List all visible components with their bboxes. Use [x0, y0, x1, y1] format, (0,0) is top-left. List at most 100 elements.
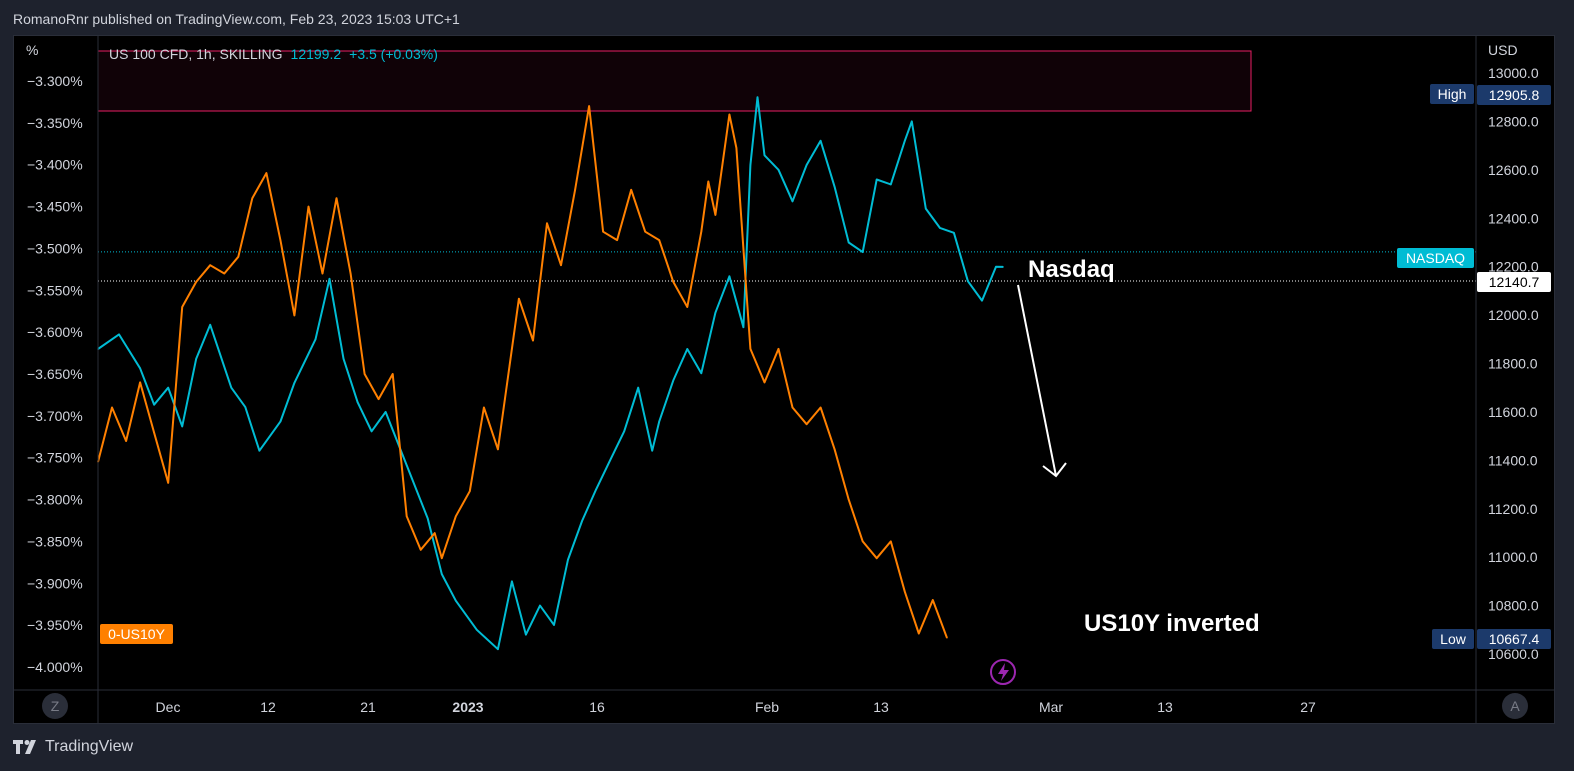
- data-point: [637, 386, 639, 389]
- data-point: [391, 373, 394, 375]
- data-point: [279, 239, 282, 241]
- right-axis-tick-label: 11600.0: [1488, 404, 1538, 420]
- right-axis-tick-label: 10800.0: [1488, 598, 1539, 614]
- x-axis-tick-label: Mar: [1039, 699, 1063, 715]
- data-point: [195, 357, 197, 360]
- left-axis-tick-label: −3.950%: [27, 617, 83, 633]
- high-label-badge: High: [1430, 84, 1474, 104]
- data-point: [911, 120, 913, 123]
- data-point: [890, 540, 892, 543]
- chart-frame[interactable]: % −3.300% −3.350% −3.400% −3.450% −3.500% −3.5…: [13, 35, 1555, 724]
- publish-info: RomanoRnr published on TradingView.com, …: [13, 11, 460, 27]
- data-point: [749, 348, 752, 350]
- x-axis-tick-label: 12: [260, 699, 276, 715]
- lightning-icon-ring: [990, 659, 1016, 685]
- data-point: [321, 272, 324, 275]
- right-axis-tick-label: 12200.0: [1488, 259, 1539, 275]
- nasdaq-tag-badge-label: NASDAQ: [1406, 250, 1465, 266]
- data-point: [749, 164, 752, 166]
- resistance-box: [97, 50, 1252, 112]
- left-axis-toggle-button[interactable]: Z: [42, 693, 68, 719]
- right-axis-tick-label: 12400.0: [1488, 210, 1539, 226]
- data-point: [875, 557, 878, 559]
- data-point: [307, 205, 310, 208]
- data-point: [293, 382, 296, 384]
- data-point: [833, 186, 836, 188]
- x-axis-tick-label: 13: [873, 699, 889, 715]
- low-label-badge-label: Low: [1440, 631, 1467, 647]
- data-point: [791, 406, 794, 409]
- left-axis-tick-label: −3.450%: [27, 199, 83, 215]
- data-point: [574, 189, 576, 191]
- data-point: [588, 105, 590, 107]
- data-point: [328, 278, 331, 280]
- us10y-tag-badge: 0-US10Y: [100, 624, 173, 644]
- right-axis-tick-label: 11000.0: [1488, 549, 1538, 565]
- x-axis-tick-label: 2023: [452, 699, 483, 715]
- data-point: [791, 200, 794, 203]
- data-point: [890, 183, 892, 186]
- left-axis-tick-label: −3.500%: [27, 240, 83, 256]
- down-arrow-head-icon: [1042, 462, 1067, 478]
- data-point: [904, 590, 906, 593]
- x-axis-tick-label: 16: [589, 699, 605, 715]
- data-point: [433, 532, 436, 534]
- x-axis[interactable]: Dec 12 21 2023 16 Feb 13 Mar 13 27 Z A: [42, 693, 1528, 719]
- data-point: [735, 147, 738, 149]
- low-value-badge-label: 10667.4: [1489, 631, 1540, 647]
- data-point: [356, 401, 359, 404]
- footer-brand-label: TradingView: [45, 738, 134, 755]
- plot-area[interactable]: [97, 50, 1476, 651]
- data-point: [139, 381, 141, 384]
- data-point: [363, 373, 366, 375]
- data-point: [405, 515, 408, 518]
- overlay: US 100 CFD, 1h, SKILLING 12199.2 +3.5 (+0.…: [14, 36, 1554, 723]
- data-point: [925, 207, 927, 210]
- data-point: [244, 406, 247, 408]
- data-point: [314, 338, 317, 341]
- chart-svg[interactable]: % −3.300% −3.350% −3.400% −3.450% −3.500% −3.5…: [14, 36, 1554, 723]
- data-point: [265, 172, 268, 174]
- data-point: [279, 420, 282, 423]
- data-point: [805, 164, 808, 166]
- data-point: [525, 633, 527, 636]
- low-label-badge: Low: [1432, 629, 1474, 649]
- data-point: [153, 431, 155, 434]
- data-point: [560, 264, 562, 266]
- data-point: [946, 636, 948, 639]
- data-point: [644, 230, 646, 233]
- data-point: [511, 580, 513, 583]
- footer-brand[interactable]: TradingView: [13, 738, 133, 756]
- data-point: [714, 311, 717, 314]
- left-axis-tick-label: −3.550%: [27, 282, 83, 298]
- lightning-icon[interactable]: [990, 659, 1016, 685]
- auto-scale-button[interactable]: A: [1502, 693, 1528, 719]
- data-point: [469, 490, 471, 493]
- data-point: [651, 449, 653, 452]
- data-point: [230, 386, 233, 389]
- data-point: [700, 230, 703, 233]
- data-point: [349, 272, 352, 275]
- right-axis-tick-label: 11200.0: [1488, 501, 1538, 517]
- right-axis-tick-label: 12800.0: [1488, 113, 1539, 129]
- right-axis[interactable]: USD13000.012800.012600.012400.012200.012…: [1488, 42, 1539, 662]
- data-point: [405, 464, 408, 467]
- data-point: [209, 324, 211, 326]
- data-point: [581, 147, 583, 149]
- tradingview-logo-icon: [13, 740, 36, 754]
- data-point: [167, 386, 169, 389]
- data-point: [819, 406, 822, 409]
- data-point: [672, 281, 675, 283]
- data-point: [967, 280, 969, 282]
- annotation-us10y: US10Y inverted: [1084, 610, 1260, 637]
- left-axis[interactable]: % −3.300% −3.350% −3.400% −3.450% −3.500% −3.5…: [26, 42, 83, 675]
- down-arrow-shaft: [1017, 284, 1057, 477]
- left-axis-unit: %: [26, 42, 38, 58]
- data-point: [111, 406, 113, 409]
- data-point: [1002, 266, 1004, 268]
- data-point: [756, 96, 759, 98]
- last-price-badge: 12140.7: [1477, 272, 1551, 292]
- data-point: [441, 557, 443, 559]
- right-axis-unit: USD: [1488, 42, 1518, 58]
- data-point: [672, 379, 675, 382]
